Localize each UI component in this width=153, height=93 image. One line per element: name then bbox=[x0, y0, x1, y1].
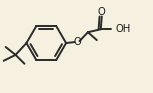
Text: O: O bbox=[73, 37, 81, 47]
Text: O: O bbox=[98, 7, 106, 17]
Text: OH: OH bbox=[116, 24, 131, 34]
